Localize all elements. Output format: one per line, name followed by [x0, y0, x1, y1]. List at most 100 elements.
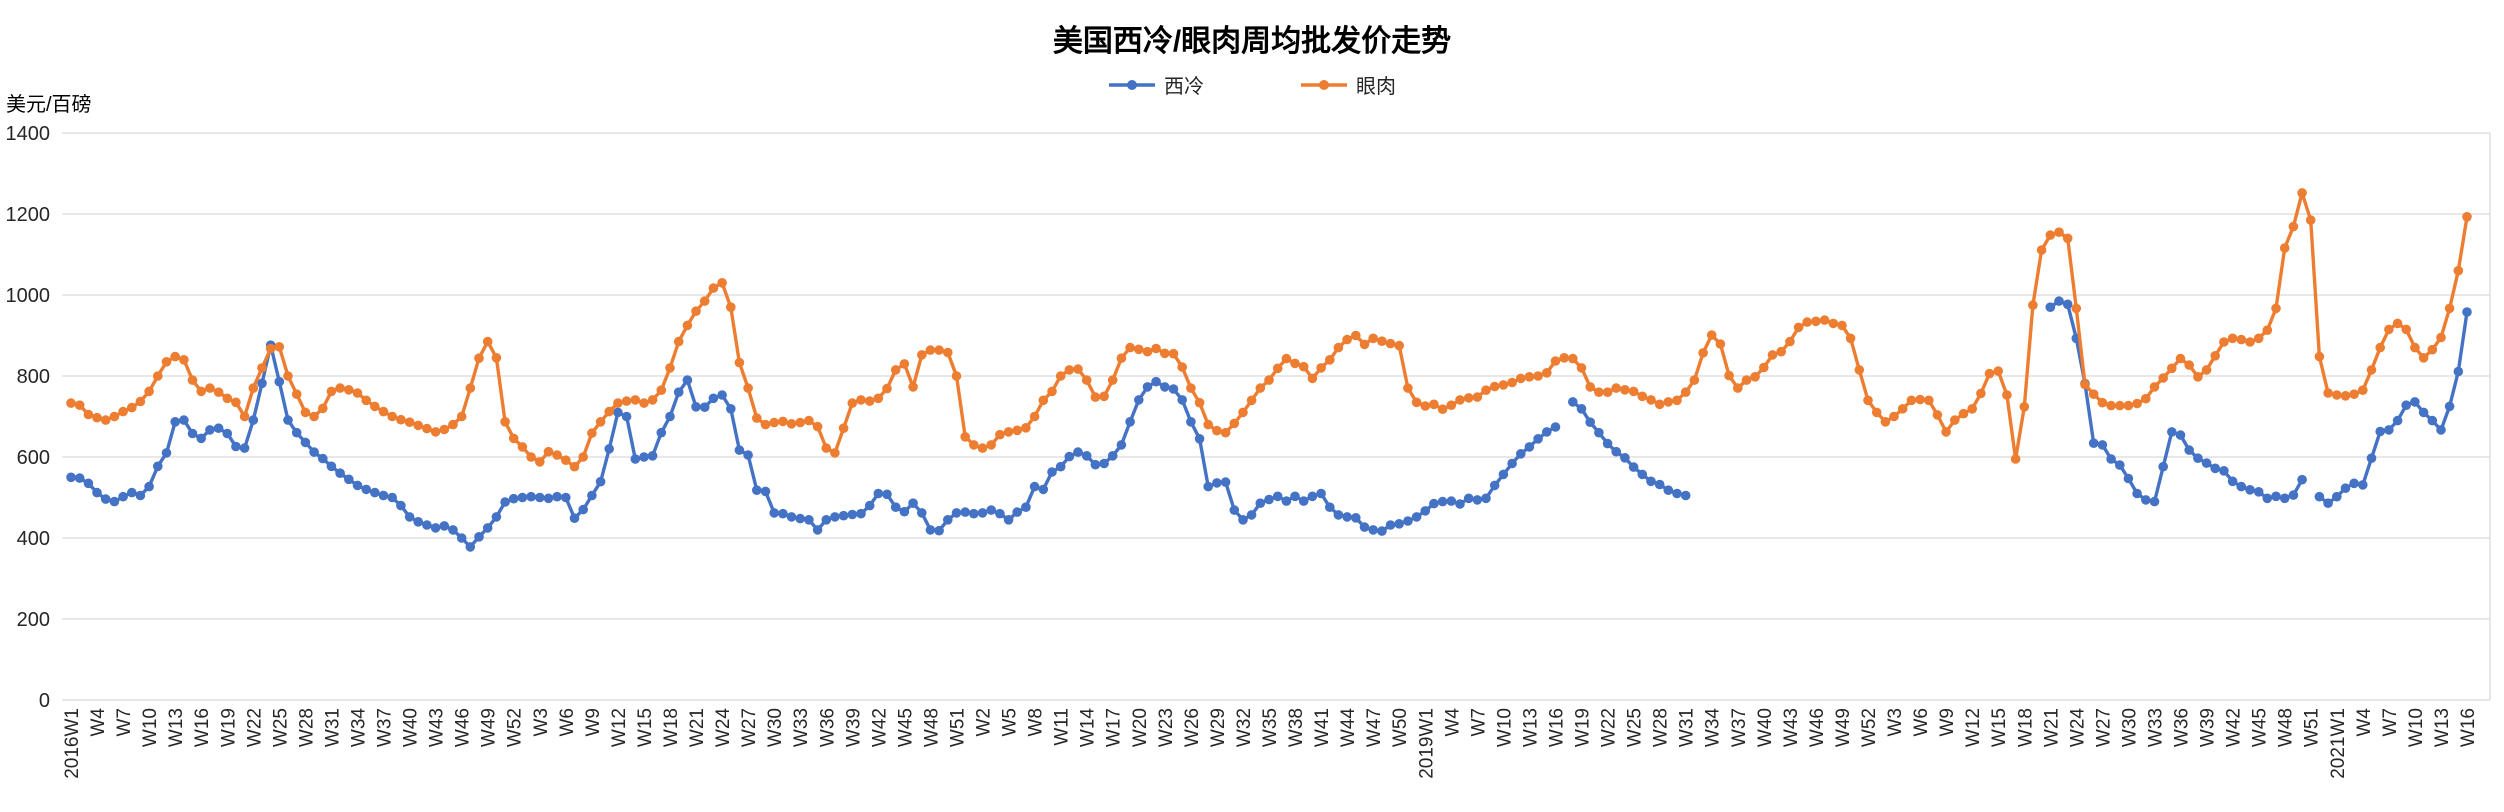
data-point	[456, 533, 467, 543]
data-point	[2115, 400, 2125, 411]
data-point	[2297, 474, 2307, 485]
data-point	[1411, 397, 1422, 408]
data-point	[1967, 404, 1977, 414]
data-point	[500, 417, 510, 427]
data-point	[2062, 299, 2073, 310]
data-point	[812, 525, 823, 535]
y-axis-unit-label: 美元/百磅	[6, 94, 92, 116]
data-point	[179, 415, 189, 425]
data-point	[1542, 427, 1552, 437]
data-point	[2123, 473, 2134, 484]
data-point	[1767, 350, 1778, 360]
x-tick-label: W36	[2172, 708, 2193, 747]
data-point	[1689, 375, 1700, 385]
x-tick-label: W15	[1989, 708, 2010, 747]
data-point	[2193, 453, 2203, 464]
data-point	[1212, 478, 1222, 488]
data-point	[1516, 373, 1526, 384]
data-point	[1837, 320, 1847, 331]
data-point	[2253, 487, 2264, 497]
data-point	[1003, 427, 1014, 437]
data-point	[613, 407, 623, 418]
data-point	[153, 461, 163, 472]
data-point	[526, 452, 536, 462]
data-point	[100, 494, 111, 504]
legend-item-xileng: 西冷	[1108, 70, 1204, 99]
data-point	[283, 371, 293, 381]
data-point	[2245, 337, 2255, 347]
data-point	[1576, 363, 1587, 373]
data-point	[535, 492, 545, 503]
data-point	[917, 350, 927, 360]
data-point	[1099, 458, 1109, 469]
data-point	[665, 411, 675, 422]
data-point	[621, 396, 632, 406]
data-point	[2279, 243, 2290, 253]
x-tick-label: W10	[1494, 708, 1515, 747]
data-point	[100, 415, 111, 425]
data-point	[161, 357, 172, 367]
data-point	[873, 488, 884, 499]
x-tick-label: W36	[817, 708, 838, 747]
data-point	[647, 395, 658, 405]
x-tick-label: W51	[2302, 708, 2323, 747]
data-point	[1290, 491, 1300, 502]
x-tick-label: W12	[609, 708, 630, 747]
data-point	[977, 443, 988, 453]
data-point	[92, 412, 102, 423]
x-tick-label: W46	[453, 708, 474, 747]
data-point	[1498, 469, 1509, 480]
data-point	[2080, 379, 2090, 390]
data-point	[1003, 515, 1014, 525]
data-point	[1055, 371, 1066, 381]
data-point	[1385, 520, 1396, 530]
data-point	[1081, 375, 1092, 385]
x-tick-label: 2021W1	[2328, 708, 2349, 779]
data-point	[205, 383, 215, 393]
x-tick-label: W12	[1963, 708, 1984, 747]
data-point	[491, 512, 502, 522]
series-yanrou	[66, 188, 2472, 472]
data-point	[1863, 395, 1873, 406]
data-point	[1455, 499, 1465, 509]
data-point	[656, 427, 667, 438]
data-point	[179, 355, 189, 365]
x-tick-label: W13	[166, 708, 187, 747]
data-point	[448, 525, 458, 535]
data-point	[856, 508, 866, 519]
data-point	[2453, 366, 2464, 377]
data-point	[1281, 353, 1292, 364]
data-point	[1134, 344, 1144, 355]
data-point	[2201, 365, 2212, 375]
data-point	[613, 398, 623, 408]
data-point	[2288, 221, 2299, 232]
data-point	[2002, 390, 2012, 400]
data-point	[2245, 485, 2255, 495]
x-tick-label: W24	[2067, 708, 2088, 748]
data-point	[717, 390, 727, 400]
data-point	[517, 492, 528, 503]
data-point	[1307, 373, 1318, 384]
data-point	[847, 398, 858, 408]
data-point	[726, 404, 736, 414]
data-point	[1047, 467, 1057, 477]
x-tick-label: W29	[1208, 708, 1229, 747]
data-point	[778, 508, 788, 519]
data-point	[1342, 512, 1352, 522]
x-tick-label: W9	[583, 708, 604, 737]
legend-item-yanrou: 眼肉	[1300, 70, 1396, 99]
data-point	[2271, 303, 2281, 314]
data-point	[2436, 332, 2446, 343]
data-point	[118, 406, 128, 417]
data-point	[491, 353, 502, 363]
data-point	[1151, 376, 1161, 387]
data-point	[2288, 490, 2299, 500]
data-point	[196, 433, 206, 444]
data-point	[448, 419, 458, 430]
data-point	[1785, 336, 1795, 347]
data-point	[621, 411, 632, 422]
data-point	[239, 411, 250, 422]
data-point	[804, 515, 814, 525]
data-point	[969, 440, 979, 450]
